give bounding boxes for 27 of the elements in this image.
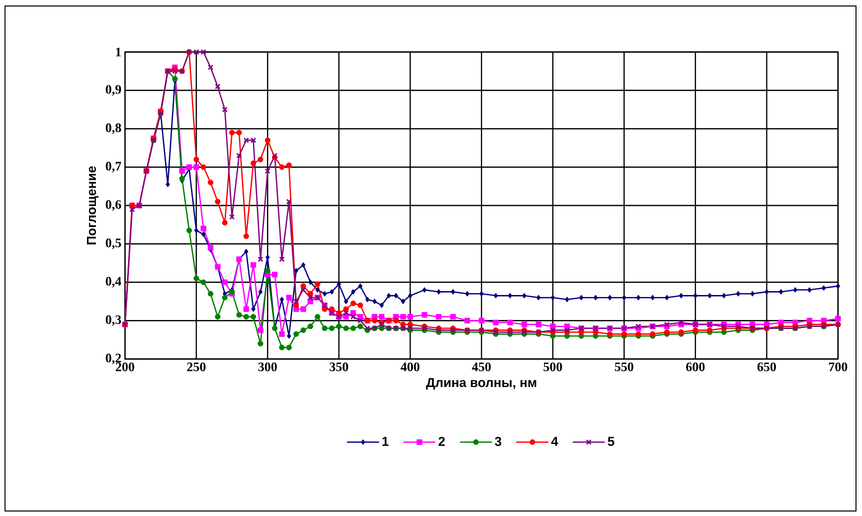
- x-tick-label: 500: [544, 362, 562, 372]
- y-tick-label: 0,7: [106, 162, 122, 172]
- x-tick-label: 600: [686, 362, 705, 372]
- y-tick-label: 0,6: [106, 200, 122, 211]
- y-tick-label: 0,5: [106, 238, 122, 250]
- x-tick-label: 450: [472, 362, 491, 372]
- x-tick-label: 400: [400, 362, 420, 372]
- x-tick-label: 550: [614, 362, 634, 372]
- legend-label: 5: [608, 436, 614, 446]
- x-tick-label: 250: [187, 362, 206, 372]
- y-tick-label: 0,8: [106, 123, 122, 134]
- x-tick-label: 650: [757, 362, 776, 372]
- legend-label: 3: [494, 436, 502, 446]
- x-axis-title: Длина волны, нм: [426, 378, 536, 390]
- x-tick-label: 200: [116, 362, 134, 372]
- legend-label: 1: [382, 436, 389, 446]
- legend-label: 4: [551, 436, 558, 446]
- y-tick-label: 1: [116, 48, 121, 56]
- legend-label: 2: [438, 436, 445, 446]
- y-tick-label: 0,3: [106, 315, 122, 326]
- y-axis-title: Поглощение: [86, 166, 98, 244]
- y-tick-label: 0,4: [106, 276, 122, 288]
- y-tick-label: 0,9: [106, 85, 122, 96]
- y-tick-label: 0,2: [106, 354, 121, 364]
- x-tick-label: 300: [258, 362, 277, 372]
- x-tick-label: 350: [330, 362, 348, 372]
- x-tick-label: 700: [829, 362, 848, 372]
